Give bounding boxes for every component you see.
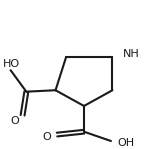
- Text: O: O: [11, 116, 20, 126]
- Text: O: O: [42, 132, 51, 142]
- Text: NH: NH: [123, 49, 140, 59]
- Text: OH: OH: [117, 138, 134, 148]
- Text: HO: HO: [3, 59, 20, 69]
